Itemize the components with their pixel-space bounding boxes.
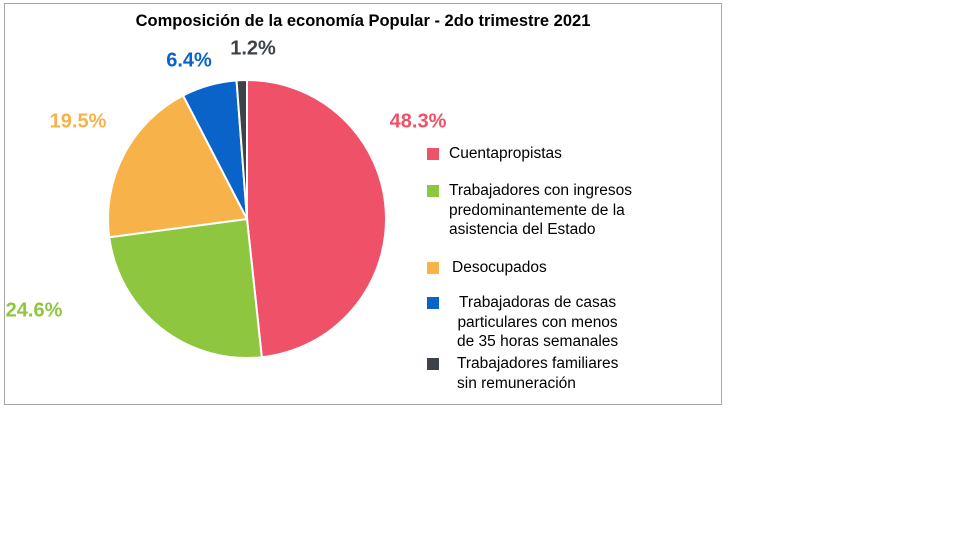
legend-item-familiares: Trabajadores familiares sin remuneración [427, 354, 618, 393]
data-label-4: 6.4% [166, 49, 212, 71]
chart-title: Composición de la economía Popular - 2do… [135, 12, 591, 30]
legend-label: Desocupados [452, 259, 547, 276]
legend-item-asistencia-estado: Trabajadores con ingresos predominanteme… [427, 181, 632, 240]
pie-slice-2 [108, 217, 263, 359]
legend-swatch [427, 185, 439, 197]
legend-item-desocupados: Desocupados [427, 258, 547, 278]
data-label-1: 48.3% [390, 110, 447, 132]
legend-label: Cuentapropistas [449, 145, 562, 162]
pie-slice-3 [107, 94, 249, 239]
legend-swatch [427, 262, 439, 274]
pie-slice-1 [246, 78, 387, 359]
legend-item-cuentapropistas: Cuentapropistas [427, 144, 562, 164]
legend-item-casas-particulares: Trabajadoras de casas particulares con m… [427, 293, 618, 352]
legend-label: Trabajadores familiares sin remuneración [457, 355, 619, 392]
data-label-3: 19.5% [50, 110, 107, 132]
legend-swatch [427, 358, 439, 370]
data-label-5: 1.2% [230, 37, 276, 59]
pie-chart: 48.3% 24.6% 19.5% 6.4% 1.2% [6, 37, 447, 359]
data-label-2: 24.6% [6, 299, 63, 321]
pie-slice-5 [235, 78, 248, 220]
legend-swatch [427, 148, 439, 160]
legend-label: Trabajadoras de casas particulares con m… [457, 294, 619, 350]
chart-frame: Composición de la economía Popular - 2do… [4, 3, 722, 405]
legend-swatch [427, 297, 439, 309]
legend-label: Trabajadores con ingresos predominanteme… [449, 182, 632, 238]
